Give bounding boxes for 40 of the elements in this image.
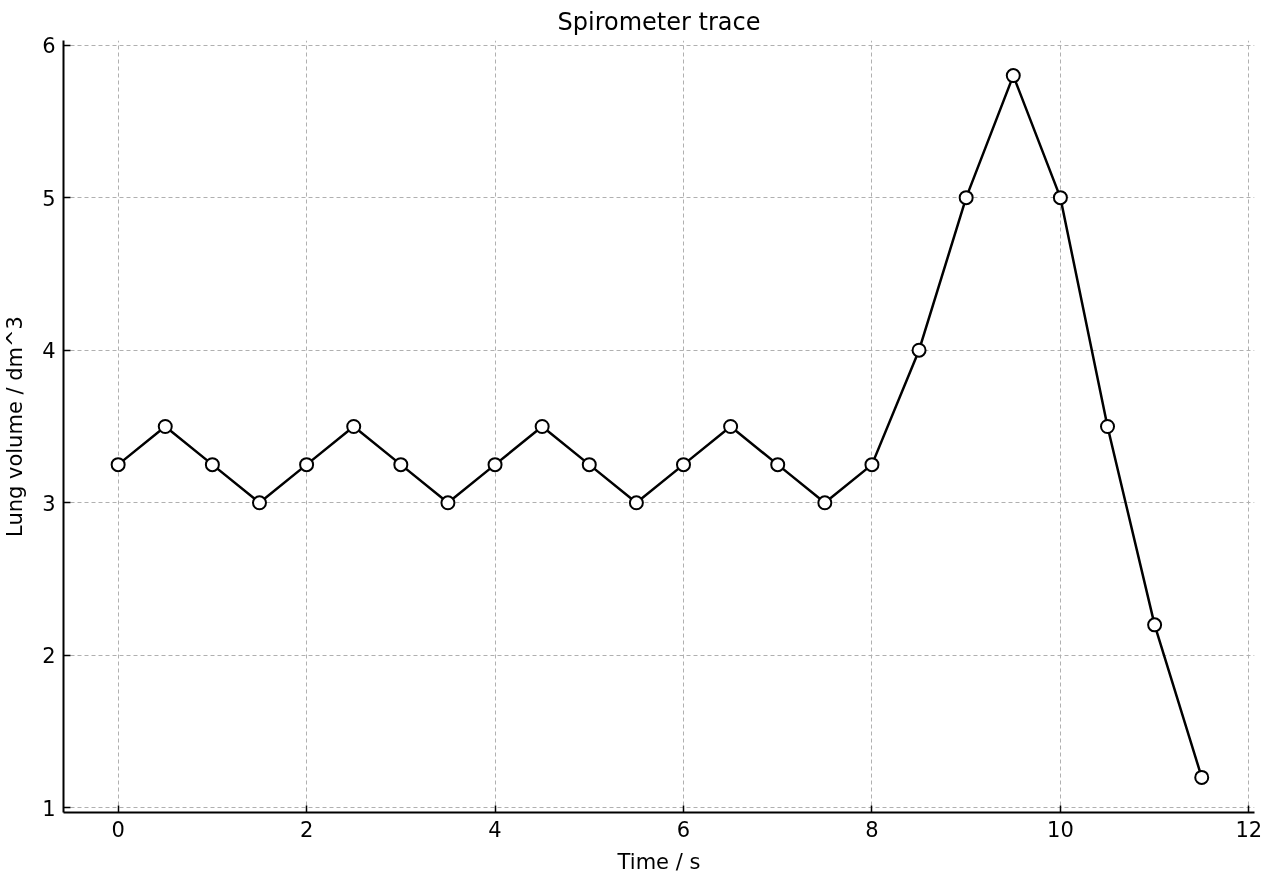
point	[251, 495, 267, 511]
point	[770, 457, 786, 473]
x-tick-label: 4	[488, 817, 502, 842]
point	[676, 457, 691, 473]
point	[346, 419, 362, 434]
point	[299, 457, 315, 473]
x-tick-label: 6	[676, 817, 691, 842]
point	[581, 457, 597, 473]
y-tick-label: 4	[42, 339, 56, 364]
point	[204, 457, 220, 473]
point	[911, 342, 927, 358]
x-tick-label: 10	[1047, 817, 1074, 842]
point	[157, 419, 173, 434]
point	[1052, 190, 1068, 206]
y-axis-title: Lung volume / dm^3	[3, 316, 28, 537]
point	[110, 457, 126, 473]
x-tick-label: 8	[865, 817, 879, 842]
point	[440, 495, 456, 511]
point	[534, 419, 550, 434]
point	[817, 495, 833, 511]
point	[1100, 419, 1116, 434]
point	[723, 419, 739, 434]
y-tick-label: 5	[42, 186, 56, 211]
point	[393, 457, 409, 473]
x-tick-label: 12	[1235, 817, 1263, 842]
x-axis-title: Time / s	[616, 849, 701, 874]
point	[1005, 68, 1021, 84]
point	[1194, 769, 1210, 785]
point	[958, 190, 974, 206]
y-tick-label: 2	[42, 644, 56, 669]
point	[864, 457, 880, 473]
x-tick-label: 2	[299, 817, 314, 842]
point	[628, 495, 644, 511]
y-tick-label: 6	[42, 34, 56, 59]
y-tick-label: 1	[42, 796, 56, 821]
chart-title: Spirometer trace	[557, 7, 761, 36]
x-tick-label: 0	[111, 817, 125, 842]
y-tick-label: 3	[42, 491, 56, 516]
point	[487, 457, 503, 473]
point	[1147, 617, 1163, 633]
